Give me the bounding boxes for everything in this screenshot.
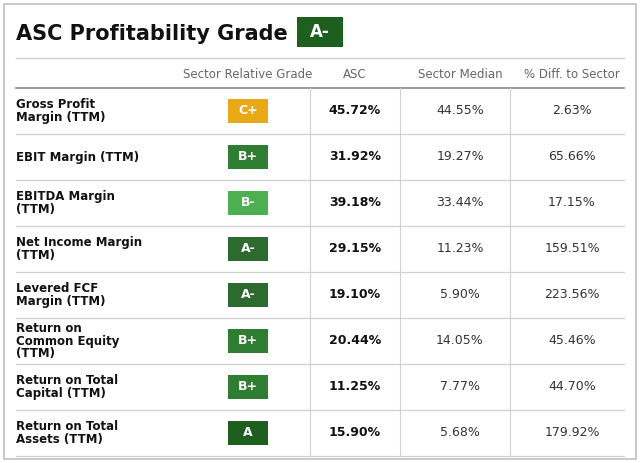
Text: 11.25%: 11.25%: [329, 381, 381, 394]
Text: A-: A-: [241, 288, 255, 301]
Text: 31.92%: 31.92%: [329, 150, 381, 163]
Text: 159.51%: 159.51%: [544, 243, 600, 256]
Text: Net Income Margin: Net Income Margin: [16, 236, 142, 249]
FancyBboxPatch shape: [228, 375, 268, 399]
Text: 2.63%: 2.63%: [552, 105, 592, 118]
Text: 17.15%: 17.15%: [548, 196, 596, 209]
Text: Common Equity: Common Equity: [16, 334, 120, 348]
Text: Assets (TTM): Assets (TTM): [16, 433, 103, 446]
Text: 7.77%: 7.77%: [440, 381, 480, 394]
Text: ASC: ASC: [343, 68, 367, 81]
Text: 44.70%: 44.70%: [548, 381, 596, 394]
Text: (TTM): (TTM): [16, 348, 55, 361]
Text: Return on Total: Return on Total: [16, 374, 118, 387]
Text: B+: B+: [238, 381, 258, 394]
Text: 19.10%: 19.10%: [329, 288, 381, 301]
Text: B+: B+: [238, 150, 258, 163]
Text: 11.23%: 11.23%: [436, 243, 484, 256]
Text: 179.92%: 179.92%: [544, 426, 600, 439]
Text: (TTM): (TTM): [16, 203, 55, 216]
Text: 5.68%: 5.68%: [440, 426, 480, 439]
Text: ASC Profitability Grade: ASC Profitability Grade: [16, 24, 288, 44]
FancyBboxPatch shape: [297, 17, 343, 47]
Text: 20.44%: 20.44%: [329, 334, 381, 348]
Text: Margin (TTM): Margin (TTM): [16, 111, 106, 124]
FancyBboxPatch shape: [228, 237, 268, 261]
FancyBboxPatch shape: [228, 329, 268, 353]
Text: 5.90%: 5.90%: [440, 288, 480, 301]
Text: Return on Total: Return on Total: [16, 420, 118, 433]
Text: 29.15%: 29.15%: [329, 243, 381, 256]
Text: 65.66%: 65.66%: [548, 150, 596, 163]
FancyBboxPatch shape: [228, 145, 268, 169]
Text: 44.55%: 44.55%: [436, 105, 484, 118]
Text: EBITDA Margin: EBITDA Margin: [16, 190, 115, 203]
Text: 45.72%: 45.72%: [329, 105, 381, 118]
Text: 15.90%: 15.90%: [329, 426, 381, 439]
Text: Sector Relative Grade: Sector Relative Grade: [183, 68, 313, 81]
Text: 39.18%: 39.18%: [329, 196, 381, 209]
FancyBboxPatch shape: [228, 421, 268, 445]
Text: B-: B-: [241, 196, 255, 209]
Text: A-: A-: [310, 23, 330, 41]
Text: (TTM): (TTM): [16, 249, 55, 262]
Text: Levered FCF: Levered FCF: [16, 282, 99, 295]
Text: A: A: [243, 426, 253, 439]
Text: A-: A-: [241, 243, 255, 256]
Text: Gross Profit: Gross Profit: [16, 98, 95, 111]
Text: Margin (TTM): Margin (TTM): [16, 295, 106, 308]
Text: % Diff. to Sector: % Diff. to Sector: [524, 68, 620, 81]
Text: 223.56%: 223.56%: [544, 288, 600, 301]
Text: 45.46%: 45.46%: [548, 334, 596, 348]
FancyBboxPatch shape: [228, 283, 268, 307]
Text: Sector Median: Sector Median: [418, 68, 502, 81]
Text: EBIT Margin (TTM): EBIT Margin (TTM): [16, 150, 139, 163]
Text: 14.05%: 14.05%: [436, 334, 484, 348]
Text: Return on: Return on: [16, 321, 82, 334]
Text: 19.27%: 19.27%: [436, 150, 484, 163]
FancyBboxPatch shape: [228, 191, 268, 215]
FancyBboxPatch shape: [228, 99, 268, 123]
Text: B+: B+: [238, 334, 258, 348]
Text: 33.44%: 33.44%: [436, 196, 484, 209]
Text: Capital (TTM): Capital (TTM): [16, 387, 106, 400]
Text: C+: C+: [238, 105, 258, 118]
